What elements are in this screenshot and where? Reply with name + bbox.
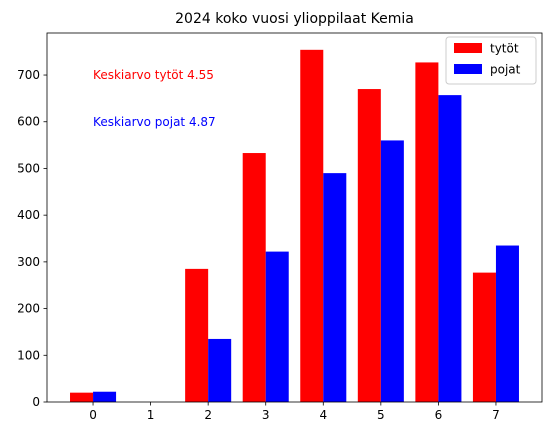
- bar-pojat-0: [93, 391, 117, 402]
- x-tick-label-4: 4: [319, 408, 327, 422]
- bar-tytot-6: [415, 62, 439, 403]
- bar-pojat-2: [208, 338, 232, 402]
- x-tick-label-5: 5: [377, 408, 385, 422]
- legend-swatch-pojat: [454, 64, 482, 74]
- bar-tytot-4: [300, 49, 324, 402]
- x-tick-label-0: 0: [89, 408, 97, 422]
- y-tick-label-0: 0: [32, 395, 40, 409]
- bar-tytot-2: [185, 268, 209, 402]
- x-tick-label-7: 7: [492, 408, 500, 422]
- bar-tytot-0: [70, 392, 94, 402]
- bar-pojat-7: [495, 245, 519, 402]
- legend-swatch-tytot: [454, 43, 482, 53]
- x-tick-label-3: 3: [262, 408, 270, 422]
- bar-tytot-3: [242, 153, 266, 402]
- annotation-1: Keskiarvo pojat 4.87: [93, 115, 216, 129]
- y-tick-label-700: 700: [17, 68, 40, 82]
- legend-label-tytot: tytöt: [490, 42, 519, 56]
- y-tick-label-200: 200: [17, 302, 40, 316]
- y-tick-label-400: 400: [17, 208, 40, 222]
- y-tick-label-300: 300: [17, 255, 40, 269]
- bar-pojat-4: [323, 173, 347, 402]
- x-tick-label-2: 2: [204, 408, 212, 422]
- bar-pojat-3: [265, 251, 289, 402]
- bar-tytot-5: [357, 89, 381, 403]
- legend-label-pojat: pojat: [490, 63, 521, 77]
- y-tick-label-600: 600: [17, 115, 40, 129]
- x-tick-label-6: 6: [435, 408, 443, 422]
- bar-pojat-5: [380, 140, 404, 402]
- chart-title: 2024 koko vuosi ylioppilaat Kemia: [175, 11, 414, 27]
- bar-pojat-6: [438, 95, 462, 403]
- legend: tytöt pojat: [445, 36, 537, 85]
- plot-frame: [46, 32, 543, 403]
- bar-tytot-7: [472, 272, 496, 402]
- x-tick-label-1: 1: [147, 408, 155, 422]
- annotation-0: Keskiarvo tytöt 4.55: [93, 68, 214, 82]
- y-tick-label-500: 500: [17, 161, 40, 175]
- y-tick-label-100: 100: [17, 348, 40, 362]
